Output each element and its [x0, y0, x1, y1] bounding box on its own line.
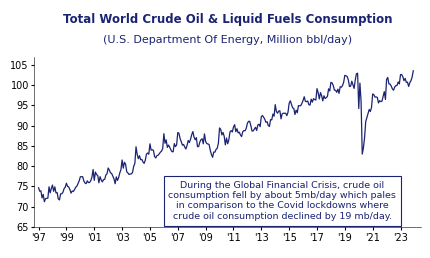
Text: Total World Crude Oil & Liquid Fuels Consumption: Total World Crude Oil & Liquid Fuels Con…: [63, 13, 393, 26]
Text: (U.S. Department Of Energy, Million bbl/day): (U.S. Department Of Energy, Million bbl/…: [103, 35, 353, 45]
Text: During the Global Financial Crisis, crude oil
consumption fell by about 5mb/day : During the Global Financial Crisis, crud…: [168, 181, 396, 221]
